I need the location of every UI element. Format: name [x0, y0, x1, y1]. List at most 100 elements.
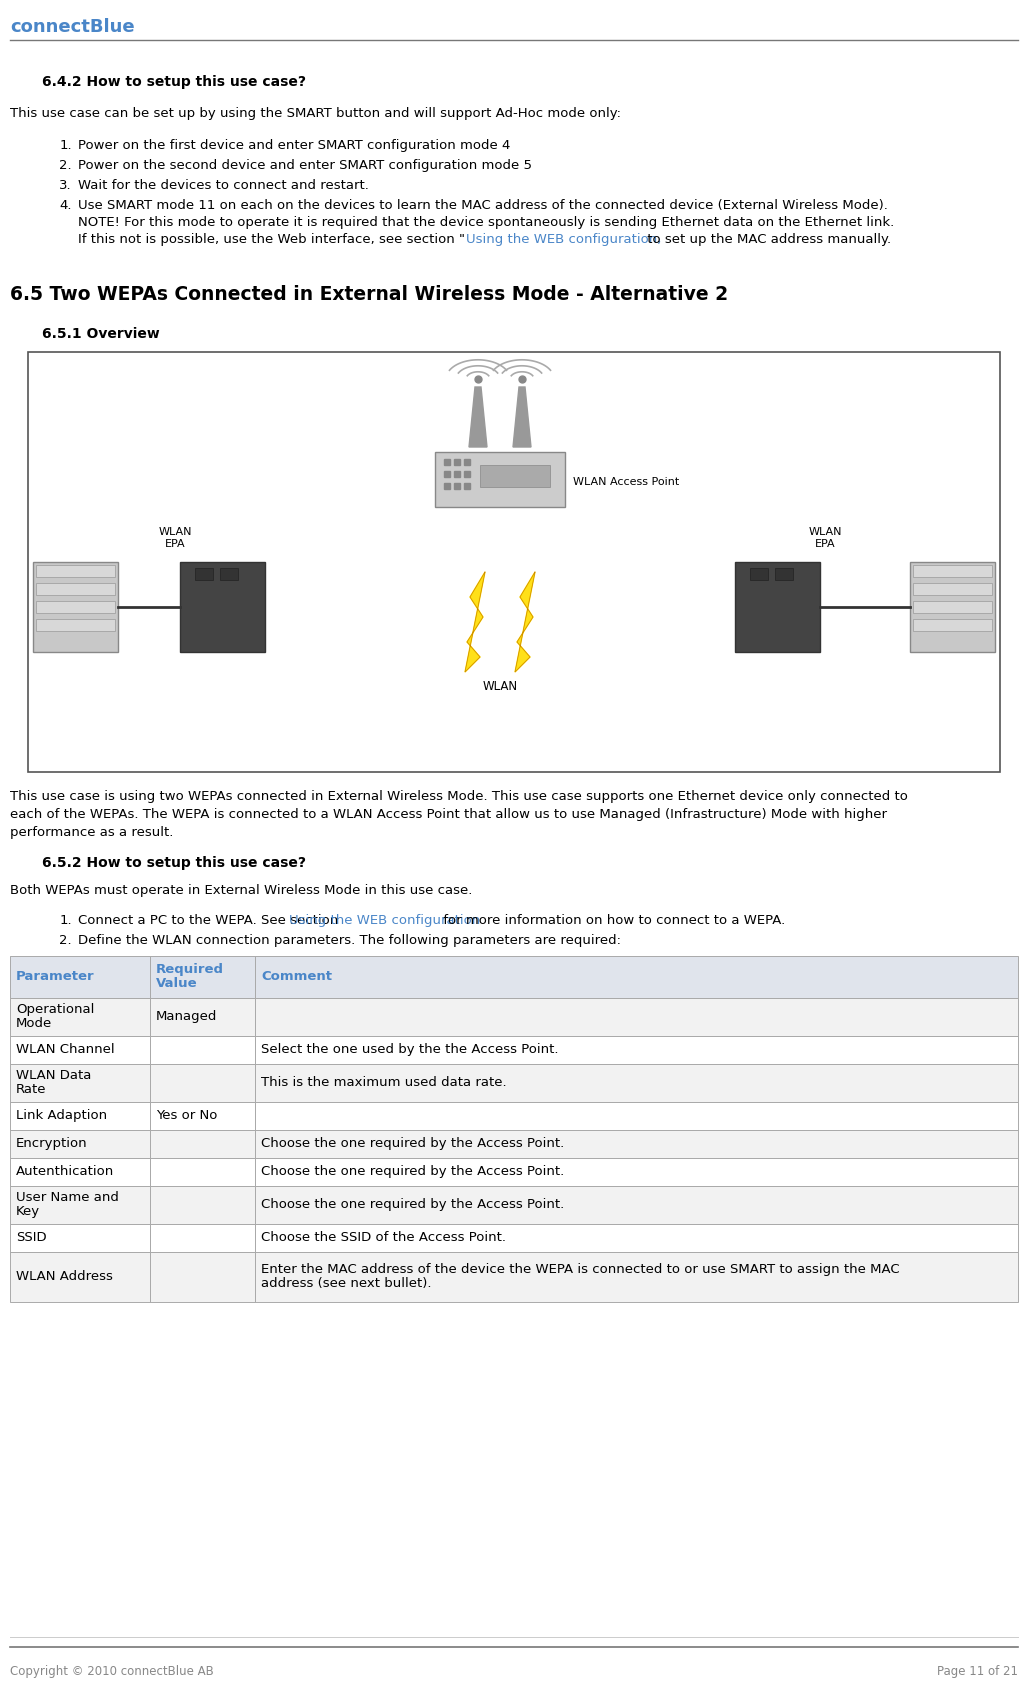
Text: This use case can be set up by using the SMART button and will support Ad-Hoc mo: This use case can be set up by using the…: [10, 108, 621, 120]
Bar: [195, 568, 213, 580]
Text: Managed: Managed: [156, 1009, 217, 1023]
Bar: [255, 998, 1018, 1036]
Text: Power on the first device and enter SMART configuration mode 4: Power on the first device and enter SMAR…: [78, 138, 510, 152]
Text: performance as a result.: performance as a result.: [10, 826, 174, 839]
Text: This is the maximum used data rate.: This is the maximum used data rate.: [261, 1077, 507, 1089]
Bar: [10, 1186, 1018, 1223]
Text: Comment: Comment: [261, 971, 332, 982]
Text: 1.: 1.: [60, 138, 72, 152]
Text: Select the one used by the the Access Point.: Select the one used by the the Access Po…: [261, 1043, 558, 1056]
Bar: [255, 1186, 1018, 1223]
Bar: [150, 1102, 255, 1131]
Text: 6.4.2 How to setup this use case?: 6.4.2 How to setup this use case?: [42, 76, 306, 89]
Text: Yes or No: Yes or No: [156, 1109, 217, 1122]
Bar: [435, 452, 565, 507]
Text: for more information on how to connect to a WEPA.: for more information on how to connect t…: [439, 913, 785, 927]
Bar: [10, 1223, 150, 1252]
Text: Enter the MAC address of the device the WEPA is connected to or use SMART to ass: Enter the MAC address of the device the …: [261, 1264, 900, 1276]
Text: connectBlue: connectBlue: [10, 19, 135, 35]
Bar: [10, 1131, 1018, 1158]
Bar: [10, 1131, 150, 1158]
Bar: [10, 1252, 150, 1303]
Bar: [775, 568, 793, 580]
Text: 3.: 3.: [60, 179, 72, 192]
Bar: [255, 1131, 1018, 1158]
Text: Choose the one required by the Access Point.: Choose the one required by the Access Po…: [261, 1164, 564, 1178]
Bar: [36, 602, 115, 613]
Bar: [10, 1102, 150, 1131]
Bar: [255, 1252, 1018, 1303]
Text: SSID: SSID: [16, 1232, 46, 1244]
Bar: [150, 1158, 255, 1186]
Bar: [10, 1102, 1018, 1131]
Bar: [36, 564, 115, 576]
Text: Use SMART mode 11 on each on the devices to learn the MAC address of the connect: Use SMART mode 11 on each on the devices…: [78, 199, 888, 212]
Text: NOTE! For this mode to operate it is required that the device spontaneously is s: NOTE! For this mode to operate it is req…: [78, 216, 894, 229]
Bar: [180, 563, 265, 652]
Bar: [480, 465, 550, 487]
Bar: [10, 1063, 1018, 1102]
Bar: [10, 1036, 1018, 1063]
Text: Using the WEB configuration: Using the WEB configuration: [289, 913, 480, 927]
Text: Define the WLAN connection parameters. The following parameters are required:: Define the WLAN connection parameters. T…: [78, 933, 621, 947]
Bar: [255, 1063, 1018, 1102]
Text: Parameter: Parameter: [16, 971, 95, 982]
Bar: [750, 568, 768, 580]
Bar: [735, 563, 820, 652]
Bar: [255, 1102, 1018, 1131]
Polygon shape: [469, 388, 487, 447]
Bar: [150, 1063, 255, 1102]
Text: Autenthication: Autenthication: [16, 1164, 114, 1178]
Bar: [10, 1158, 150, 1186]
Text: Key: Key: [16, 1205, 40, 1218]
Polygon shape: [515, 571, 535, 672]
Text: WLAN Channel: WLAN Channel: [16, 1043, 115, 1056]
Text: 6.5.1 Overview: 6.5.1 Overview: [42, 327, 159, 340]
Bar: [220, 568, 238, 580]
Bar: [10, 955, 150, 998]
Text: 2.: 2.: [60, 158, 72, 172]
Text: 6.5 Two WEPAs Connected in External Wireless Mode - Alternative 2: 6.5 Two WEPAs Connected in External Wire…: [10, 285, 728, 303]
Text: each of the WEPAs. The WEPA is connected to a WLAN Access Point that allow us to: each of the WEPAs. The WEPA is connected…: [10, 809, 887, 821]
Bar: [150, 1036, 255, 1063]
Bar: [10, 1036, 150, 1063]
Bar: [10, 998, 1018, 1036]
Bar: [910, 563, 995, 652]
Bar: [10, 1252, 1018, 1303]
Text: User Name and: User Name and: [16, 1191, 119, 1205]
Text: Choose the one required by the Access Point.: Choose the one required by the Access Po…: [261, 1137, 564, 1149]
Bar: [150, 1131, 255, 1158]
Bar: [10, 1223, 1018, 1252]
Text: 4.: 4.: [60, 199, 72, 212]
Text: Both WEPAs must operate in External Wireless Mode in this use case.: Both WEPAs must operate in External Wire…: [10, 885, 473, 896]
Bar: [33, 563, 118, 652]
Bar: [913, 564, 992, 576]
Text: WLAN Access Point: WLAN Access Point: [573, 477, 680, 487]
Text: WLAN
EPA: WLAN EPA: [158, 527, 192, 549]
Text: to set up the MAC address manually.: to set up the MAC address manually.: [642, 233, 891, 246]
Text: address (see next bullet).: address (see next bullet).: [261, 1277, 432, 1291]
Text: Choose the SSID of the Access Point.: Choose the SSID of the Access Point.: [261, 1232, 506, 1244]
Text: WLAN Data: WLAN Data: [16, 1068, 91, 1082]
Bar: [10, 1186, 150, 1223]
Bar: [36, 583, 115, 595]
Bar: [913, 583, 992, 595]
Bar: [10, 955, 1018, 998]
Bar: [150, 1252, 255, 1303]
Text: Page 11 of 21: Page 11 of 21: [937, 1665, 1018, 1678]
Bar: [913, 618, 992, 630]
Bar: [255, 1158, 1018, 1186]
Text: This use case is using two WEPAs connected in External Wireless Mode. This use c: This use case is using two WEPAs connect…: [10, 790, 908, 804]
Text: 6.5.2 How to setup this use case?: 6.5.2 How to setup this use case?: [42, 856, 306, 869]
Text: Required: Required: [156, 964, 224, 976]
Bar: [150, 1186, 255, 1223]
Bar: [150, 998, 255, 1036]
Text: Encryption: Encryption: [16, 1137, 87, 1149]
Bar: [255, 955, 1018, 998]
Text: WLAN: WLAN: [482, 681, 517, 693]
Bar: [913, 602, 992, 613]
Text: Operational: Operational: [16, 1003, 95, 1016]
Bar: [28, 352, 1000, 772]
Text: Value: Value: [156, 977, 197, 991]
Text: Wait for the devices to connect and restart.: Wait for the devices to connect and rest…: [78, 179, 369, 192]
